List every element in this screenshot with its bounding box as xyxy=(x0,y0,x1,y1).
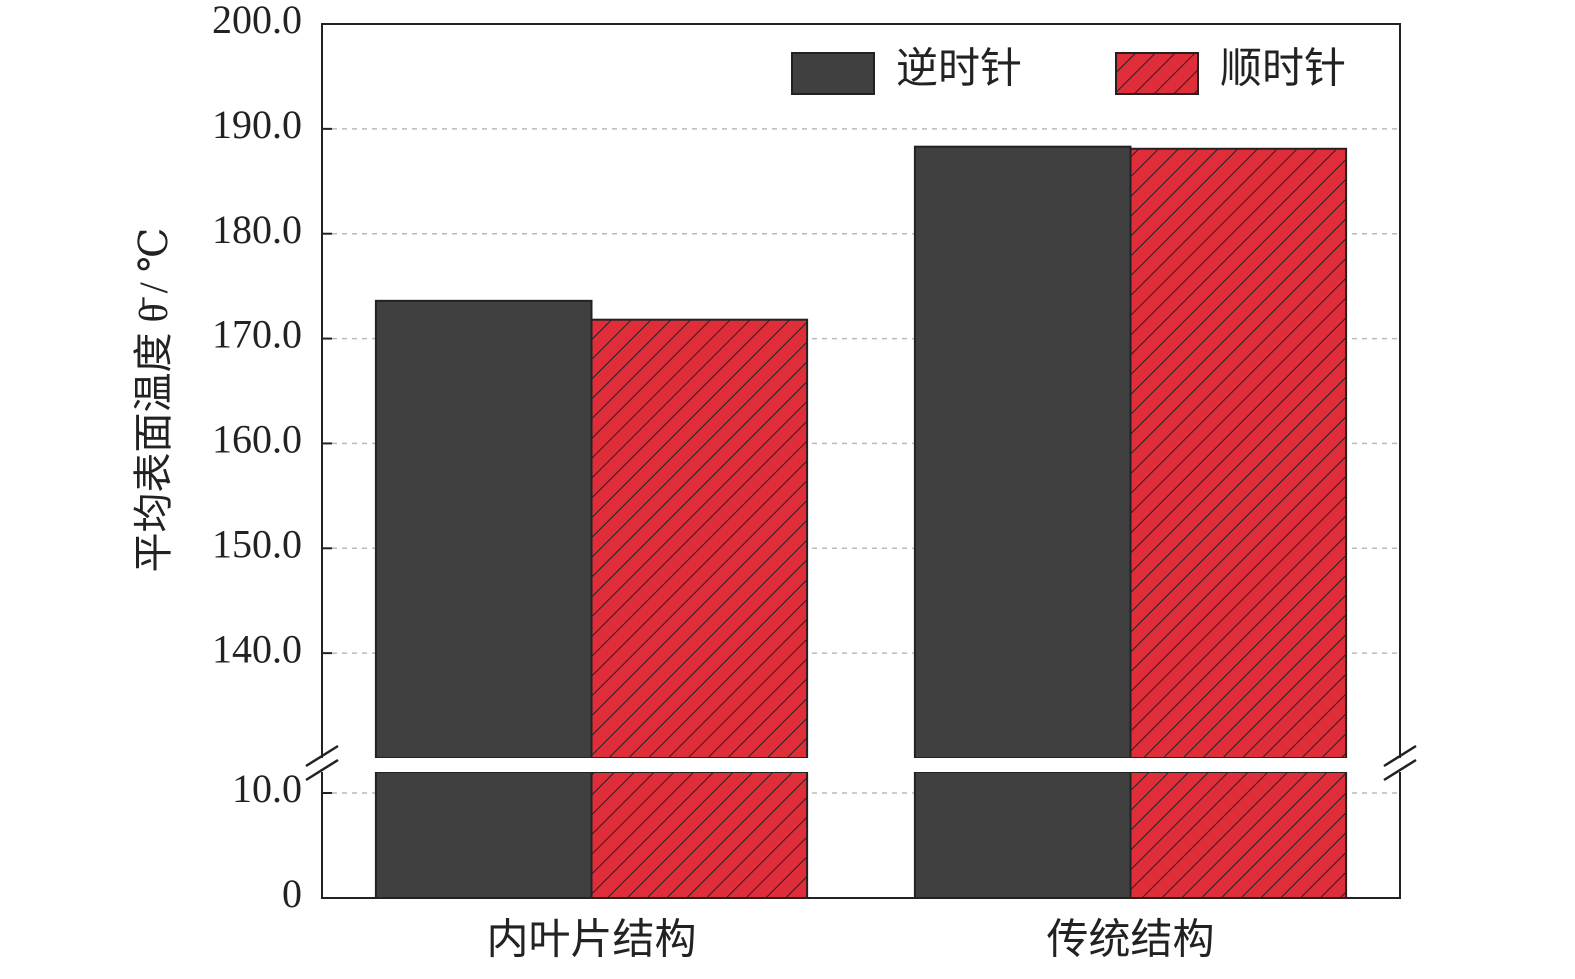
legend-label: 顺时针 xyxy=(1220,47,1346,93)
break-mark xyxy=(305,758,339,782)
bar-hatch xyxy=(1130,148,1347,758)
x-tick-label: 内叶片结构 xyxy=(486,918,696,964)
bar-stub-hatch xyxy=(1130,772,1347,898)
y-axis-label: 平均表面温度 θ̄ / ℃ xyxy=(131,227,176,572)
bar xyxy=(374,299,593,759)
y-tick-label: 10.0 xyxy=(232,766,302,811)
x-tick-label: 传统结构 xyxy=(1046,918,1214,964)
legend-swatch xyxy=(791,52,875,95)
legend-hatch xyxy=(1116,53,1198,94)
y-tick-label: 160.0 xyxy=(212,417,302,462)
y-tick-label: 180.0 xyxy=(212,207,302,252)
plot-frame xyxy=(321,23,1401,899)
y-tick-label: 170.0 xyxy=(212,312,302,357)
break-mark xyxy=(1383,744,1417,768)
y-tick-label: 150.0 xyxy=(212,521,302,566)
bar-stub xyxy=(913,771,1132,899)
y-tick-label: 140.0 xyxy=(212,626,302,671)
y-tick-label: 0 xyxy=(282,871,302,916)
break-mark xyxy=(1383,758,1417,782)
legend-label: 逆时针 xyxy=(896,46,1022,93)
bar xyxy=(913,145,1132,759)
bar-stub xyxy=(374,771,593,899)
axis-break xyxy=(292,758,1430,772)
y-tick-label: 200.0 xyxy=(212,0,302,42)
bar-hatch xyxy=(591,319,808,758)
break-mark xyxy=(305,744,339,768)
bar-stub-hatch xyxy=(591,772,808,898)
y-tick-label: 190.0 xyxy=(212,102,302,147)
